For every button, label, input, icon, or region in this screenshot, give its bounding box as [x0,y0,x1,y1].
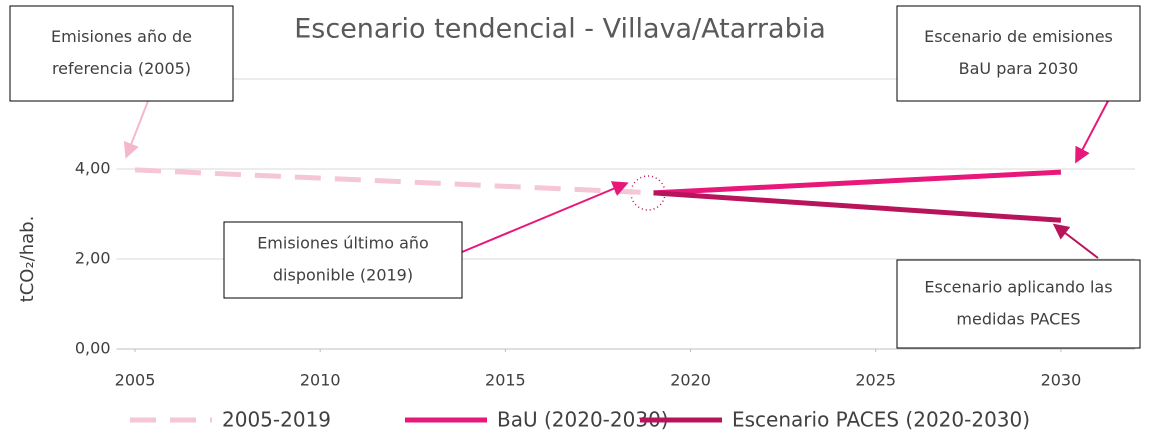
annotation-box [9,5,234,102]
x-tick-label: 2015 [485,371,526,390]
x-tick-label: 2005 [115,371,156,390]
x-tick-label: 2030 [1041,371,1082,390]
legend-label: 2005-2019 [222,408,331,432]
annotation-arrow [1052,223,1099,259]
chart-title: Escenario tendencial - Villava/Atarrabia [294,14,826,45]
y-tick-label: 2,00 [75,249,111,268]
annotation-text: disponible (2019) [273,266,413,285]
y-tick-label: 4,00 [75,159,111,178]
annotation-box [223,221,463,299]
annotation-text: Escenario de emisiones [924,27,1113,46]
y-tick-label: 0,00 [75,339,111,358]
x-tick-label: 2020 [670,371,711,390]
annotation-arrow [461,181,629,253]
annotation-text: Emisiones año de [51,27,192,46]
series-line [653,169,1062,196]
annotation-text: Emisiones último año [257,234,429,253]
x-tick-label: 2010 [300,371,341,390]
series-line [653,190,1062,223]
legend-label: Escenario PACES (2020-2030) [732,408,1030,432]
annotation-text: referencia (2005) [52,59,191,78]
legend-label: BaU (2020-2030) [497,408,669,432]
y-axis-label: tCO₂/hab. [17,216,38,303]
series-line [134,167,654,196]
annotation-arrow [123,100,149,159]
x-tick-label: 2025 [855,371,896,390]
annotation-box [896,259,1141,349]
annotation-box [896,5,1141,102]
annotation-arrow [1075,100,1109,164]
annotation-text: medidas PACES [956,310,1080,329]
annotation-text: BaU para 2030 [959,59,1079,78]
annotation-text: Escenario aplicando las [924,278,1112,297]
